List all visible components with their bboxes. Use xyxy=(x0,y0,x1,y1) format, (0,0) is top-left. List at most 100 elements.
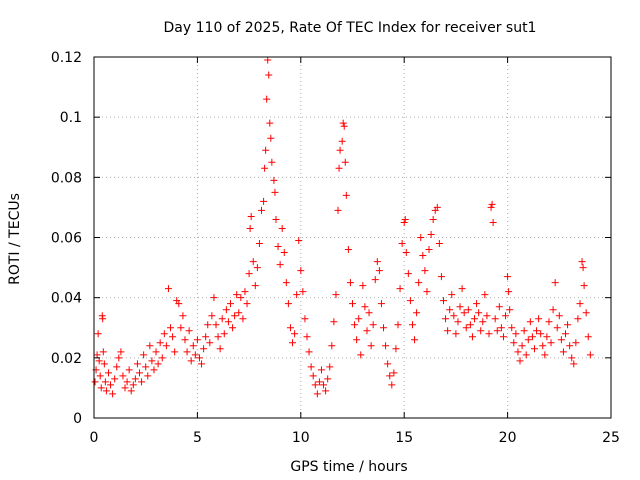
data-point xyxy=(249,258,257,266)
data-point xyxy=(506,306,514,314)
data-point xyxy=(530,345,538,353)
data-point xyxy=(121,384,129,392)
data-point xyxy=(332,291,340,299)
grid-lines xyxy=(94,57,611,418)
data-point xyxy=(216,345,224,353)
data-point xyxy=(439,297,447,305)
data-point xyxy=(510,339,518,347)
data-point xyxy=(311,381,319,389)
data-point xyxy=(243,300,251,308)
data-point xyxy=(222,306,230,314)
data-point xyxy=(524,336,532,344)
data-point xyxy=(382,342,390,350)
data-point xyxy=(349,300,356,308)
data-point xyxy=(373,258,381,266)
data-point xyxy=(297,267,305,275)
data-point xyxy=(570,360,578,368)
data-point xyxy=(183,348,191,356)
data-point xyxy=(125,366,133,374)
data-point xyxy=(543,333,551,341)
data-point xyxy=(408,321,416,329)
data-point xyxy=(375,267,383,275)
data-point xyxy=(497,324,505,332)
data-point xyxy=(400,218,408,226)
data-point xyxy=(462,324,470,332)
data-point xyxy=(398,240,406,248)
data-point xyxy=(270,176,278,184)
data-point xyxy=(346,279,354,287)
data-point xyxy=(406,297,414,305)
data-point xyxy=(504,273,512,281)
data-point xyxy=(541,351,549,359)
data-point xyxy=(435,240,443,248)
tick-labels: 0 5 10 15 20 25 0 0.02 0.04 0.06 0.08 0.1 0.12 xyxy=(51,50,620,446)
data-point xyxy=(326,363,334,371)
y-tick-label: 0.1 xyxy=(60,110,82,126)
data-point xyxy=(471,315,479,323)
data-point xyxy=(260,197,268,205)
data-point xyxy=(210,294,218,302)
data-point xyxy=(146,342,154,350)
data-point xyxy=(193,336,201,344)
data-point xyxy=(566,342,574,350)
data-point xyxy=(271,188,279,196)
data-point xyxy=(586,351,594,359)
data-point xyxy=(99,348,107,356)
data-point xyxy=(195,354,203,362)
data-point xyxy=(295,237,303,245)
data-point xyxy=(284,300,292,308)
data-point xyxy=(245,270,253,278)
data-point xyxy=(162,342,170,350)
data-point xyxy=(460,309,468,317)
data-point xyxy=(237,294,245,302)
data-point xyxy=(341,158,349,166)
data-point xyxy=(390,369,398,377)
data-point xyxy=(276,261,284,269)
data-point xyxy=(191,351,199,359)
data-point xyxy=(169,333,177,341)
data-point xyxy=(417,234,425,241)
data-point xyxy=(402,249,410,257)
data-point xyxy=(367,342,375,350)
data-point xyxy=(135,369,143,377)
data-point xyxy=(189,342,197,350)
data-point xyxy=(499,333,507,341)
data-point xyxy=(493,327,501,335)
data-point xyxy=(512,330,520,338)
data-point xyxy=(551,279,559,287)
data-point xyxy=(483,312,491,320)
data-point xyxy=(179,312,187,320)
data-point xyxy=(584,333,592,341)
y-tick-label: 0 xyxy=(73,411,82,427)
data-point xyxy=(528,333,536,341)
data-point xyxy=(322,387,330,395)
data-point xyxy=(369,321,377,329)
data-point xyxy=(380,324,388,332)
data-point xyxy=(361,303,369,311)
data-point xyxy=(557,336,565,344)
data-point xyxy=(224,318,232,326)
x-tick-label: 5 xyxy=(193,430,202,446)
data-point xyxy=(335,164,343,172)
x-tick-label: 10 xyxy=(292,430,310,446)
data-point xyxy=(421,267,429,275)
data-point xyxy=(138,378,146,386)
data-point xyxy=(152,348,160,356)
data-point xyxy=(342,191,350,199)
data-point xyxy=(411,336,419,344)
data-point xyxy=(99,315,107,323)
data-point xyxy=(303,333,311,341)
data-point xyxy=(555,312,563,320)
data-point xyxy=(533,327,541,335)
data-point xyxy=(392,345,400,353)
data-point xyxy=(468,333,476,341)
data-point xyxy=(450,312,458,320)
data-point xyxy=(396,285,404,293)
data-point xyxy=(371,276,379,284)
data-point xyxy=(377,300,385,308)
y-tick-label: 0.02 xyxy=(51,351,82,367)
data-point xyxy=(357,351,365,359)
data-point xyxy=(241,288,249,296)
data-point xyxy=(401,215,409,223)
